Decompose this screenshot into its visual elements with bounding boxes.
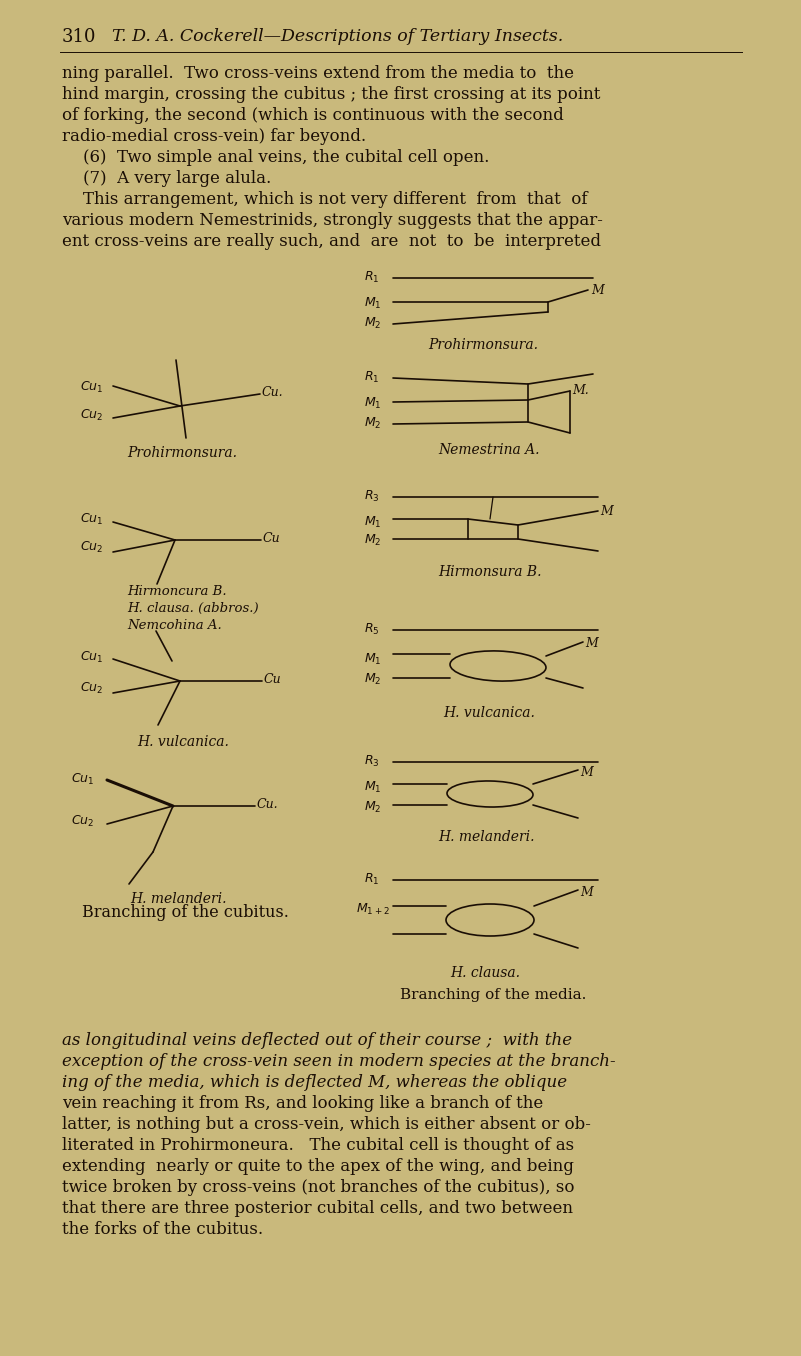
Text: 310: 310 xyxy=(62,28,96,46)
Text: literated in Prohirmoneura.   The cubital cell is thought of as: literated in Prohirmoneura. The cubital … xyxy=(62,1136,574,1154)
Text: $R_1$: $R_1$ xyxy=(364,370,380,385)
Text: M: M xyxy=(591,283,604,297)
Text: Nemcohina A.: Nemcohina A. xyxy=(127,618,222,632)
Text: $M_2$: $M_2$ xyxy=(364,416,381,431)
Text: the forks of the cubitus.: the forks of the cubitus. xyxy=(62,1220,263,1238)
Text: H. clausa.: H. clausa. xyxy=(450,965,520,980)
Text: $M_2$: $M_2$ xyxy=(364,673,381,687)
Text: $Cu_1$: $Cu_1$ xyxy=(80,650,103,664)
Text: hind margin, crossing the cubitus ; the first crossing at its point: hind margin, crossing the cubitus ; the … xyxy=(62,85,601,103)
Text: Prohirmonsura.: Prohirmonsura. xyxy=(127,446,237,460)
Text: $M_2$: $M_2$ xyxy=(364,316,381,331)
Text: ent cross-veins are really such, and  are  not  to  be  interpreted: ent cross-veins are really such, and are… xyxy=(62,233,601,250)
Text: Nemestrina A.: Nemestrina A. xyxy=(438,443,540,457)
Text: of forking, the second (which is continuous with the second: of forking, the second (which is continu… xyxy=(62,107,564,123)
Text: $Cu_1$: $Cu_1$ xyxy=(71,772,95,786)
Text: M.: M. xyxy=(572,384,589,397)
Text: H. vulcanica.: H. vulcanica. xyxy=(443,706,535,720)
Text: twice broken by cross-veins (not branches of the cubitus), so: twice broken by cross-veins (not branche… xyxy=(62,1178,574,1196)
Text: $Cu_2$: $Cu_2$ xyxy=(80,408,103,423)
Text: radio-medial cross-vein) far beyond.: radio-medial cross-vein) far beyond. xyxy=(62,127,366,145)
Text: $M_1$: $M_1$ xyxy=(364,515,381,530)
Text: M: M xyxy=(585,637,598,650)
Text: $R_5$: $R_5$ xyxy=(364,622,380,637)
Text: that there are three posterior cubital cells, and two between: that there are three posterior cubital c… xyxy=(62,1200,573,1216)
Text: $M_{1+2}$: $M_{1+2}$ xyxy=(356,902,390,917)
Text: ning parallel.  Two cross-veins extend from the media to  the: ning parallel. Two cross-veins extend fr… xyxy=(62,65,574,81)
Text: M: M xyxy=(580,766,593,778)
Text: M: M xyxy=(580,885,593,899)
Text: $M_2$: $M_2$ xyxy=(364,800,381,815)
Text: Prohirmonsura.: Prohirmonsura. xyxy=(428,338,538,353)
Text: ing of the media, which is deflected M, whereas the oblique: ing of the media, which is deflected M, … xyxy=(62,1074,567,1092)
Text: T. D. A. Cockerell—Descriptions of Tertiary Insects.: T. D. A. Cockerell—Descriptions of Terti… xyxy=(112,28,563,45)
Text: Hirmoncura B.: Hirmoncura B. xyxy=(127,584,227,598)
Text: This arrangement, which is not very different  from  that  of: This arrangement, which is not very diff… xyxy=(62,191,587,207)
Text: Branching of the media.: Branching of the media. xyxy=(400,989,586,1002)
Text: H. melanderi.: H. melanderi. xyxy=(130,892,227,906)
Text: exception of the cross-vein seen in modern species at the branch-: exception of the cross-vein seen in mode… xyxy=(62,1054,616,1070)
Text: $Cu_2$: $Cu_2$ xyxy=(80,540,103,555)
Text: Branching of the cubitus.: Branching of the cubitus. xyxy=(82,904,289,921)
Text: $Cu_1$: $Cu_1$ xyxy=(80,380,103,395)
Text: (7)  A very large alula.: (7) A very large alula. xyxy=(62,170,272,187)
Text: $Cu_2$: $Cu_2$ xyxy=(71,814,95,829)
Text: latter, is nothing but a cross-vein, which is either absent or ob-: latter, is nothing but a cross-vein, whi… xyxy=(62,1116,591,1134)
Text: H. clausa. (abbros.): H. clausa. (abbros.) xyxy=(127,602,259,616)
Text: $M_1$: $M_1$ xyxy=(364,396,381,411)
Text: $M_1$: $M_1$ xyxy=(364,780,381,795)
Text: $Cu_2$: $Cu_2$ xyxy=(80,681,103,696)
Text: $R_1$: $R_1$ xyxy=(364,270,380,285)
Text: vein reaching it from Rs, and looking like a branch of the: vein reaching it from Rs, and looking li… xyxy=(62,1096,543,1112)
Text: $Cu_1$: $Cu_1$ xyxy=(80,513,103,527)
Text: $R_3$: $R_3$ xyxy=(364,490,380,504)
Text: $M_1$: $M_1$ xyxy=(364,296,381,311)
Text: Hirmonsura B.: Hirmonsura B. xyxy=(438,565,541,579)
Text: $R_1$: $R_1$ xyxy=(364,872,380,887)
Text: Cu: Cu xyxy=(264,673,282,686)
Text: $M_2$: $M_2$ xyxy=(364,533,381,548)
Text: Cu.: Cu. xyxy=(257,797,279,811)
Text: H. melanderi.: H. melanderi. xyxy=(438,830,534,843)
Text: extending  nearly or quite to the apex of the wing, and being: extending nearly or quite to the apex of… xyxy=(62,1158,574,1176)
Text: M: M xyxy=(600,504,613,518)
Text: $R_3$: $R_3$ xyxy=(364,754,380,769)
Text: various modern Nemestrinids, strongly suggests that the appar-: various modern Nemestrinids, strongly su… xyxy=(62,212,603,229)
Text: $M_1$: $M_1$ xyxy=(364,652,381,667)
Text: as longitudinal veins deflected out of their course ;  with the: as longitudinal veins deflected out of t… xyxy=(62,1032,572,1050)
Text: H. vulcanica.: H. vulcanica. xyxy=(137,735,229,749)
Text: (6)  Two simple anal veins, the cubital cell open.: (6) Two simple anal veins, the cubital c… xyxy=(62,149,489,165)
Text: Cu.: Cu. xyxy=(262,386,284,399)
Text: Cu: Cu xyxy=(263,532,280,545)
